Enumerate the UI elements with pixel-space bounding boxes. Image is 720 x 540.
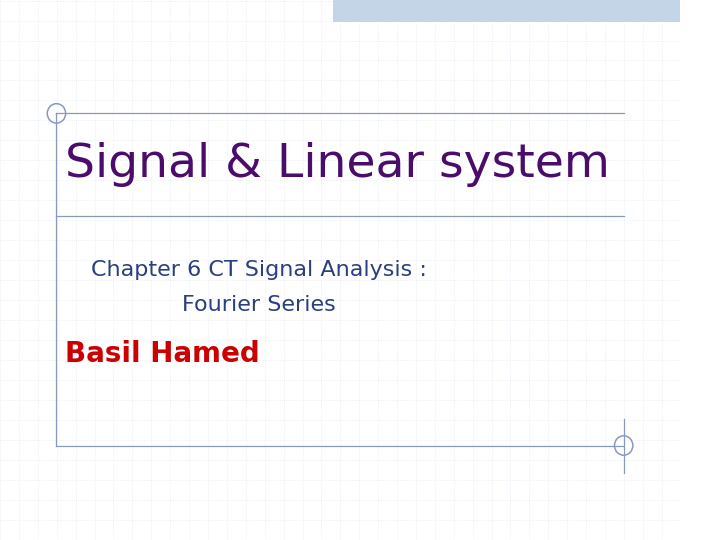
Bar [333,0,680,22]
Text: Signal & Linear system: Signal & Linear system [65,142,610,187]
Text: Basil Hamed: Basil Hamed [65,340,259,368]
Text: Fourier Series: Fourier Series [181,295,336,315]
Text: Chapter 6 CT Signal Analysis :: Chapter 6 CT Signal Analysis : [91,260,426,280]
